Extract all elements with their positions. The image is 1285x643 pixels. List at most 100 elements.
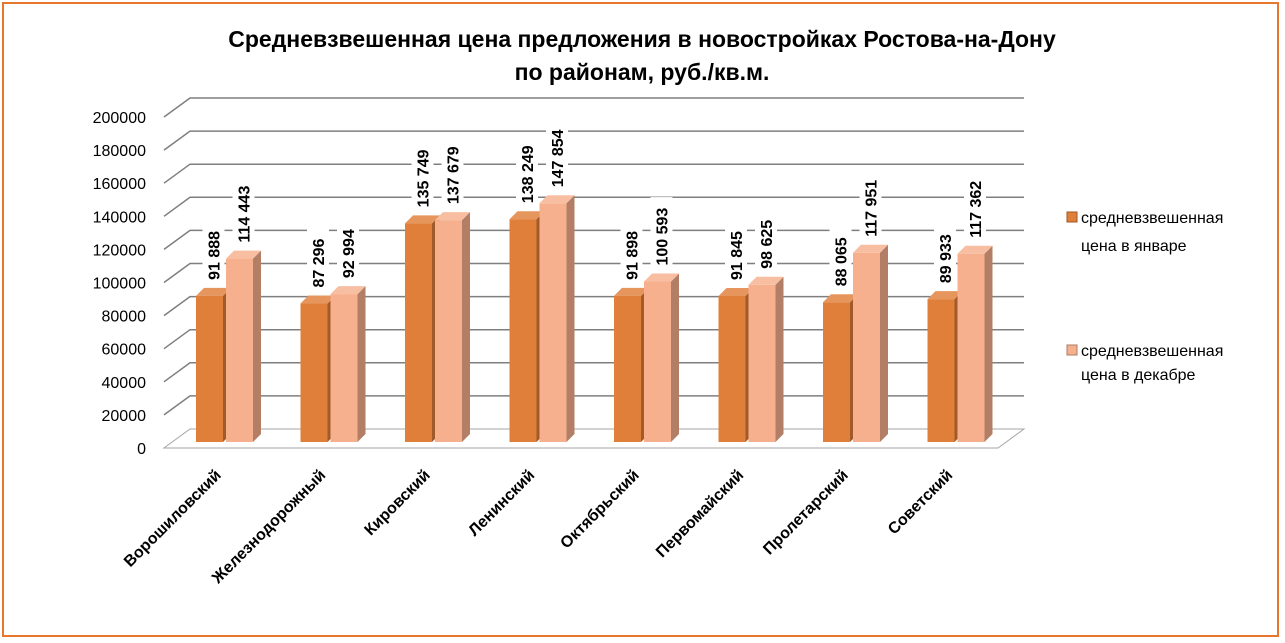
gridline bbox=[163, 262, 1024, 284]
bar-top bbox=[330, 286, 366, 295]
data-label: 138 249 bbox=[516, 134, 538, 208]
x-category-label: Ворошиловский bbox=[121, 467, 225, 571]
data-label-text: 87 296 bbox=[311, 238, 328, 287]
data-label-text: 137 679 bbox=[446, 146, 463, 204]
data-label: 135 749 bbox=[411, 138, 434, 212]
data-label-bg bbox=[725, 220, 747, 284]
y-tick-label: 140000 bbox=[93, 209, 146, 226]
data-label-bg bbox=[620, 220, 643, 284]
y-tick-label: 180000 bbox=[93, 143, 146, 160]
gridline bbox=[163, 229, 1024, 251]
bar-side bbox=[880, 244, 888, 442]
bar-front bbox=[226, 258, 253, 442]
bar-top bbox=[614, 287, 649, 296]
bar bbox=[748, 276, 784, 442]
data-label-bg bbox=[411, 138, 434, 212]
bar-top bbox=[748, 276, 784, 285]
bar bbox=[539, 195, 575, 442]
y-tick-label: 40000 bbox=[102, 375, 147, 392]
legend-label-december-2: цена в декабре bbox=[1081, 367, 1196, 384]
x-category-label: Октябрьский bbox=[557, 467, 642, 552]
bar-top bbox=[300, 295, 336, 304]
data-label: 89 933 bbox=[934, 223, 956, 288]
gridline bbox=[163, 130, 1024, 151]
legend-label-january-1: средневзвешенная bbox=[1081, 210, 1223, 227]
legend-swatch-january bbox=[1066, 211, 1078, 223]
data-labels: 91 888 114 443 87 296 92 994 135 749 137 679 1… bbox=[202, 118, 986, 292]
x-category-label: Ленинский bbox=[466, 467, 539, 540]
bar-top bbox=[957, 245, 993, 254]
bar-front bbox=[405, 223, 432, 442]
data-label-text: 91 888 bbox=[207, 231, 224, 280]
bar-top bbox=[927, 291, 963, 300]
bar bbox=[226, 250, 261, 442]
data-label: 117 951 bbox=[859, 168, 882, 241]
bar-front bbox=[614, 295, 641, 442]
bar bbox=[196, 287, 231, 442]
y-tick-label: 120000 bbox=[93, 242, 146, 259]
bar-front bbox=[330, 294, 358, 442]
bar-top bbox=[539, 195, 575, 204]
legend-label-december-1: средневзвешенная bbox=[1081, 343, 1223, 360]
bar-front bbox=[748, 284, 776, 442]
bar-side bbox=[566, 195, 575, 442]
legend-swatch-december bbox=[1066, 344, 1078, 356]
data-label-text: 138 249 bbox=[520, 145, 537, 203]
bars bbox=[196, 195, 993, 442]
data-label-bg bbox=[829, 227, 852, 291]
data-label-bg bbox=[202, 220, 225, 284]
data-label: 91 845 bbox=[725, 220, 747, 284]
x-category-label: Пролетарский bbox=[760, 467, 851, 558]
bar-front bbox=[539, 203, 567, 442]
data-label-text: 147 854 bbox=[550, 129, 567, 187]
bar-front bbox=[196, 295, 223, 442]
x-category-label: Советский bbox=[885, 467, 956, 538]
data-label-text: 117 362 bbox=[968, 181, 985, 238]
data-label-text: 114 443 bbox=[237, 186, 254, 243]
data-label: 91 888 bbox=[202, 220, 225, 284]
data-label: 147 854 bbox=[546, 118, 568, 192]
data-label-bg bbox=[650, 197, 673, 270]
data-label-text: 91 845 bbox=[729, 231, 746, 280]
data-label: 87 296 bbox=[307, 228, 329, 292]
gridlines bbox=[162, 97, 1026, 449]
gridline bbox=[163, 295, 1024, 317]
data-label-bg bbox=[307, 228, 329, 292]
bar-side bbox=[357, 286, 366, 442]
bar bbox=[718, 287, 754, 442]
y-tick-label: 20000 bbox=[102, 408, 147, 425]
chart-floor bbox=[162, 428, 1026, 449]
bar-side bbox=[671, 273, 679, 442]
bar bbox=[614, 287, 649, 442]
y-tick-label: 80000 bbox=[102, 309, 147, 326]
gridline bbox=[163, 97, 1024, 118]
gridline bbox=[163, 328, 1024, 350]
data-label-text: 117 951 bbox=[864, 180, 881, 237]
bar-top bbox=[644, 273, 679, 282]
bar bbox=[330, 286, 366, 442]
bar-top bbox=[853, 244, 888, 253]
bar bbox=[435, 212, 470, 442]
bar-top bbox=[405, 215, 440, 224]
y-tick-label: 0 bbox=[137, 441, 146, 458]
data-label-bg bbox=[546, 118, 568, 192]
data-label: 137 679 bbox=[441, 135, 464, 209]
bar-front bbox=[644, 281, 671, 442]
bar bbox=[957, 245, 993, 442]
bar-top bbox=[196, 287, 231, 296]
bar-front bbox=[927, 299, 955, 442]
data-label: 117 362 bbox=[964, 169, 986, 242]
bar bbox=[823, 294, 858, 442]
bar-front bbox=[300, 303, 328, 442]
chart-title-line-1: Средневзвешенная цена предложения в ново… bbox=[228, 26, 1056, 52]
bar-front bbox=[957, 253, 985, 442]
data-label-text: 100 593 bbox=[655, 208, 672, 266]
data-label-text: 89 933 bbox=[938, 234, 955, 283]
gridline bbox=[163, 163, 1024, 184]
bar-front bbox=[509, 219, 537, 442]
data-label-bg bbox=[337, 218, 359, 283]
bar-top bbox=[509, 211, 545, 220]
data-label-text: 135 749 bbox=[416, 149, 433, 207]
data-label-bg bbox=[934, 223, 956, 288]
